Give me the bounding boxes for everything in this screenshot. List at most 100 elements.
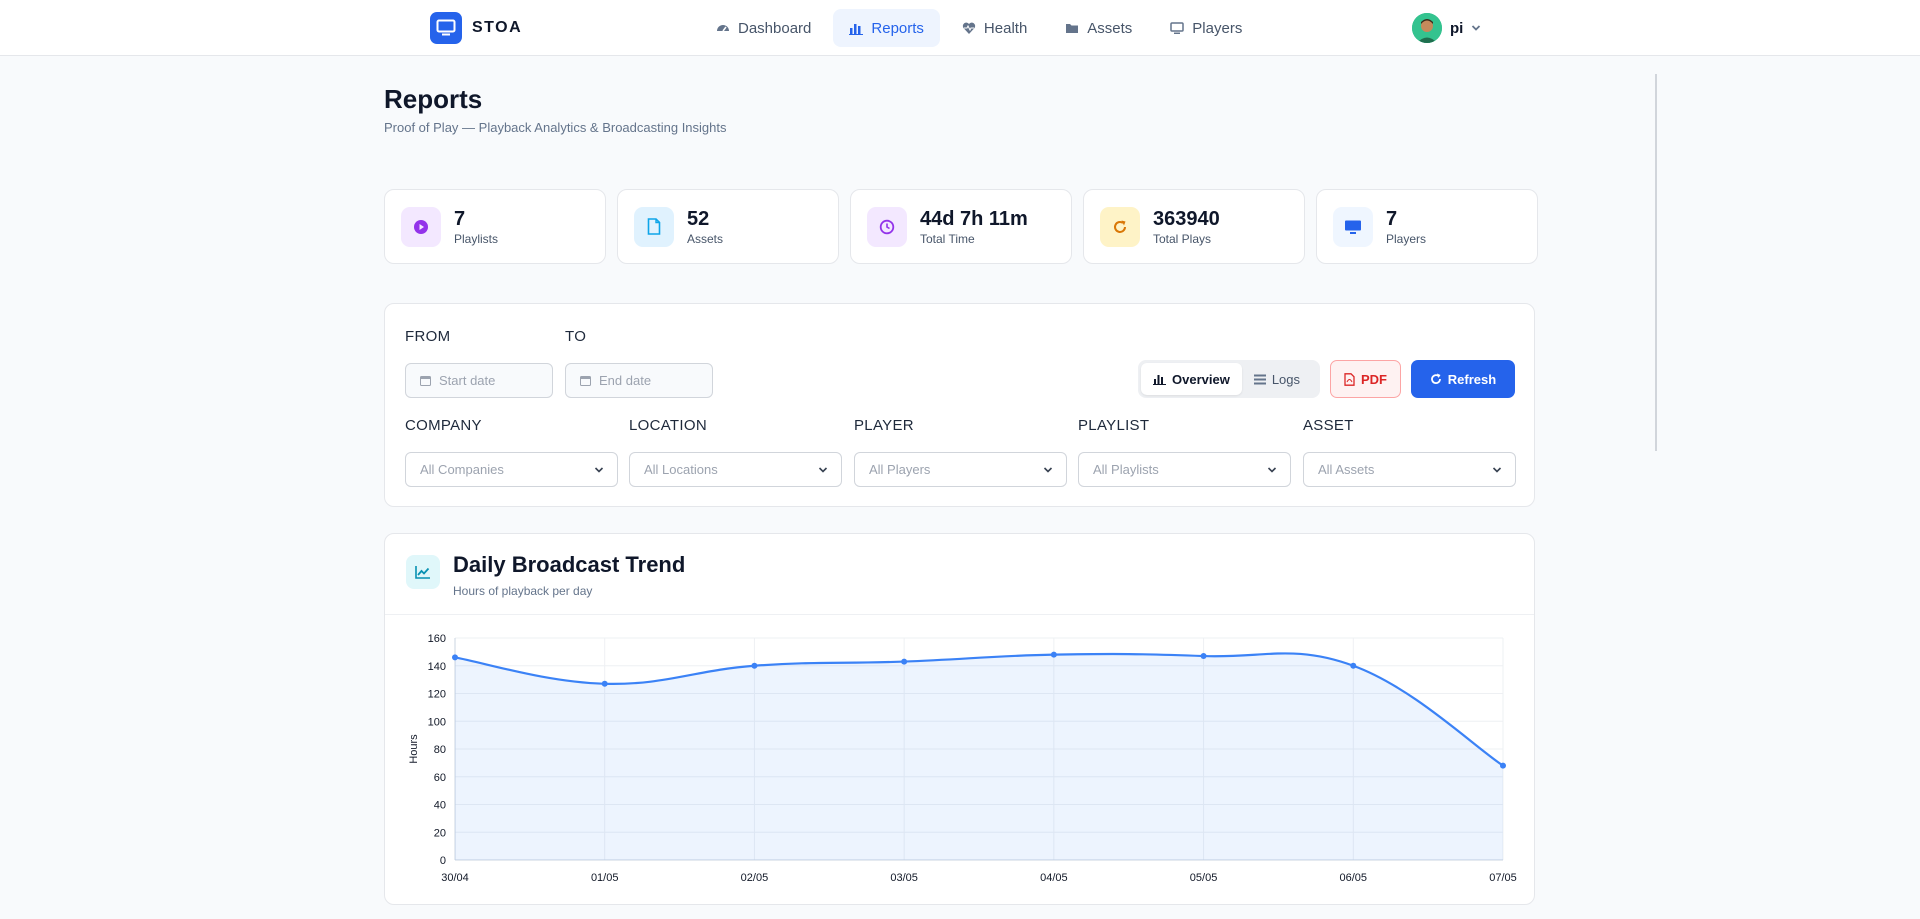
nav-dashboard-label: Dashboard bbox=[738, 19, 812, 37]
data-point bbox=[1200, 653, 1207, 660]
scrollbar[interactable] bbox=[1655, 74, 1657, 451]
company-select[interactable]: All Companies bbox=[405, 452, 618, 487]
monitor-logo-icon bbox=[430, 12, 462, 44]
chevron-down-icon bbox=[594, 466, 604, 473]
series-line bbox=[454, 652, 1504, 767]
x-tick-label: 02/05 bbox=[741, 872, 769, 884]
chevron-down-icon bbox=[1043, 466, 1053, 473]
page-subtitle: Proof of Play — Playback Analytics & Bro… bbox=[384, 120, 727, 135]
playlist-select[interactable]: All Playlists bbox=[1078, 452, 1291, 487]
stat-value: 52 bbox=[687, 207, 710, 230]
trend-chart: 0 20 40 60 80 100 120 140 160 30/04 01/05 02/05 03/0… bbox=[408, 633, 1517, 884]
end-date-input[interactable]: End date bbox=[565, 363, 713, 398]
series-area bbox=[455, 653, 1503, 860]
company-select-value: All Companies bbox=[420, 462, 504, 477]
stat-label: Playlists bbox=[454, 231, 499, 246]
file-pdf-icon bbox=[1344, 372, 1355, 386]
x-tick-label: 04/05 bbox=[1040, 872, 1068, 884]
stat-label: Total Plays bbox=[1153, 231, 1212, 246]
stat-value: 7 bbox=[454, 207, 466, 230]
refresh-button[interactable]: Refresh bbox=[1411, 360, 1515, 398]
calendar-icon bbox=[580, 376, 591, 386]
stat-label: Players bbox=[1386, 231, 1427, 246]
stat-card-total-plays: 363940 Total Plays bbox=[1083, 189, 1305, 264]
stat-value: 44d 7h 11m bbox=[920, 207, 1028, 230]
location-select[interactable]: All Locations bbox=[629, 452, 842, 487]
to-label: TO bbox=[565, 328, 587, 345]
x-tick-label: 06/05 bbox=[1340, 872, 1368, 884]
heartbeat-icon bbox=[962, 22, 976, 34]
from-label: FROM bbox=[405, 328, 451, 345]
daily-trend-card: Daily Broadcast Trend Hours of playback … bbox=[384, 533, 1535, 905]
y-tick-label: 0 bbox=[440, 855, 446, 867]
data-point bbox=[1050, 651, 1057, 658]
y-tick-label: 20 bbox=[434, 827, 446, 839]
chevron-down-icon bbox=[1472, 25, 1481, 31]
monitor-icon bbox=[1170, 22, 1185, 34]
location-label: LOCATION bbox=[629, 417, 707, 434]
user-menu[interactable]: pi bbox=[1412, 13, 1481, 43]
calendar-icon bbox=[420, 376, 431, 386]
x-tick-label: 07/05 bbox=[1489, 872, 1517, 884]
data-point bbox=[751, 662, 758, 669]
bar-chart-icon bbox=[849, 24, 864, 35]
main-nav: Dashboard Reports Health Assets Players bbox=[700, 9, 1258, 47]
refresh-icon bbox=[1430, 373, 1441, 385]
start-date-input[interactable]: Start date bbox=[405, 363, 553, 398]
y-tick-label: 160 bbox=[428, 633, 446, 645]
chart-title: Daily Broadcast Trend bbox=[453, 552, 686, 577]
y-tick-label: 60 bbox=[434, 772, 446, 784]
end-date-placeholder: End date bbox=[599, 373, 652, 388]
start-date-placeholder: Start date bbox=[439, 373, 496, 388]
folder-icon bbox=[1066, 24, 1079, 33]
x-tick-label: 05/05 bbox=[1190, 872, 1218, 884]
pdf-button[interactable]: PDF bbox=[1330, 360, 1401, 398]
y-tick-label: 120 bbox=[428, 689, 446, 701]
tab-logs[interactable]: Logs bbox=[1242, 363, 1312, 395]
stat-card-assets: 52 Assets bbox=[617, 189, 839, 264]
play-circle-icon bbox=[401, 206, 441, 247]
filter-panel: FROM TO Start date End date Overview Log… bbox=[384, 303, 1535, 507]
nav-players-label: Players bbox=[1192, 19, 1243, 37]
stat-value: 363940 bbox=[1153, 207, 1220, 230]
gauge-icon bbox=[717, 25, 729, 32]
data-point bbox=[901, 658, 908, 665]
file-icon bbox=[634, 206, 674, 247]
y-tick-label: 80 bbox=[434, 744, 446, 756]
tab-logs-label: Logs bbox=[1271, 371, 1301, 387]
location-select-value: All Locations bbox=[644, 462, 718, 477]
data-point bbox=[601, 680, 608, 687]
nav-assets-label: Assets bbox=[1087, 19, 1133, 37]
tab-overview-label: Overview bbox=[1172, 371, 1230, 387]
redo-icon bbox=[1100, 206, 1140, 247]
nav-reports-label: Reports bbox=[871, 19, 924, 37]
player-label: PLAYER bbox=[854, 417, 914, 434]
nav-players[interactable]: Players bbox=[1154, 9, 1258, 47]
brand[interactable]: STOA bbox=[430, 12, 522, 44]
chart-subtitle: Hours of playback per day bbox=[453, 584, 593, 598]
top-navbar: STOA Dashboard Reports Health Assets Pla… bbox=[0, 0, 1920, 56]
brand-name: STOA bbox=[472, 19, 523, 36]
stat-card-playlists: 7 Playlists bbox=[384, 189, 606, 264]
line-chart-icon bbox=[406, 555, 440, 589]
tab-overview[interactable]: Overview bbox=[1141, 363, 1242, 395]
y-axis-label: Hours bbox=[408, 734, 420, 764]
stat-label: Total Time bbox=[920, 231, 975, 246]
user-name: pi bbox=[1450, 19, 1464, 37]
asset-select[interactable]: All Assets bbox=[1303, 452, 1516, 487]
nav-assets[interactable]: Assets bbox=[1049, 9, 1148, 47]
nav-reports[interactable]: Reports bbox=[833, 9, 940, 47]
nav-dashboard[interactable]: Dashboard bbox=[700, 9, 827, 47]
chevron-down-icon bbox=[1492, 466, 1502, 473]
chevron-down-icon bbox=[1267, 466, 1277, 473]
y-tick-label: 40 bbox=[434, 800, 446, 812]
y-tick-label: 100 bbox=[428, 716, 446, 728]
playlist-label: PLAYLIST bbox=[1078, 417, 1150, 434]
page-title: Reports bbox=[384, 84, 483, 114]
nav-health[interactable]: Health bbox=[946, 9, 1043, 47]
x-tick-label: 03/05 bbox=[890, 872, 918, 884]
list-icon bbox=[1253, 374, 1266, 384]
playlist-select-value: All Playlists bbox=[1093, 462, 1159, 477]
view-toggle: Overview Logs bbox=[1138, 360, 1320, 398]
player-select[interactable]: All Players bbox=[854, 452, 1067, 487]
